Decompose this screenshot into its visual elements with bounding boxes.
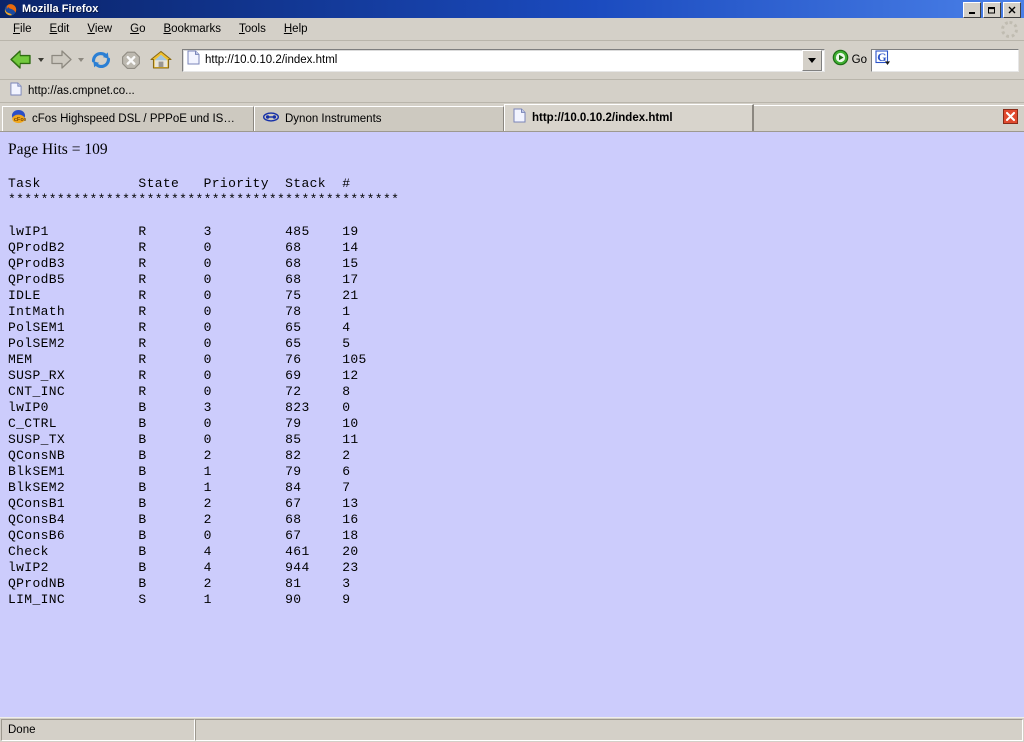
page-icon xyxy=(10,82,22,101)
menu-bar: File Edit View Go Bookmarks Tools Help xyxy=(0,18,1024,41)
status-bar-filler xyxy=(195,719,1023,741)
search-input[interactable]: G xyxy=(871,48,1019,72)
title-bar: Mozilla Firefox xyxy=(0,0,1024,18)
tab-index-html[interactable]: http://10.0.10.2/index.html xyxy=(504,104,754,131)
svg-text:cFos: cFos xyxy=(14,117,26,123)
address-bar[interactable]: http://10.0.10.2/index.html xyxy=(182,48,825,72)
back-dropdown-icon[interactable] xyxy=(36,44,46,76)
go-button[interactable]: Go xyxy=(828,49,871,71)
window-controls xyxy=(963,2,1021,18)
navigation-toolbar: http://10.0.10.2/index.html Go G xyxy=(0,41,1024,80)
status-text: Done xyxy=(8,724,36,736)
task-table-header: Task State Priority Stack # xyxy=(8,176,351,191)
address-dropdown-button[interactable] xyxy=(801,49,822,71)
minimize-button[interactable] xyxy=(963,2,981,18)
tab-bar-filler xyxy=(754,105,1024,131)
throbber-icon xyxy=(1001,21,1018,38)
go-arrow-icon xyxy=(832,49,849,71)
window-title: Mozilla Firefox xyxy=(22,3,99,15)
stop-button xyxy=(116,44,146,76)
firefox-logo-icon xyxy=(3,2,18,17)
tab-cfos[interactable]: cFos cFos Highspeed DSL / PPPoE und ISDN… xyxy=(2,106,254,131)
reload-button[interactable] xyxy=(86,44,116,76)
menu-bookmarks[interactable]: Bookmarks xyxy=(163,23,221,35)
task-table-body: lwIP1 R 3 485 19 QProdB2 R 0 68 14 QProd… xyxy=(8,224,367,607)
close-tab-icon[interactable] xyxy=(1003,109,1018,124)
close-button[interactable] xyxy=(1003,2,1021,18)
page-icon xyxy=(513,108,526,128)
task-table-spacer xyxy=(0,208,1024,224)
maximize-button[interactable] xyxy=(983,2,1001,18)
page-icon xyxy=(187,50,200,70)
google-g-icon[interactable]: G xyxy=(875,50,891,71)
back-button[interactable] xyxy=(6,44,36,76)
dynon-icon xyxy=(263,110,279,128)
tab-dynon[interactable]: Dynon Instruments xyxy=(254,106,504,131)
tab-bar: cFos cFos Highspeed DSL / PPPoE und ISDN… xyxy=(0,103,1024,132)
tab-label: Dynon Instruments xyxy=(285,113,382,125)
tab-label: http://10.0.10.2/index.html xyxy=(532,112,673,124)
status-bar: Done xyxy=(0,717,1024,742)
home-button[interactable] xyxy=(146,44,176,76)
address-bar-text: http://10.0.10.2/index.html xyxy=(205,54,338,66)
menu-view[interactable]: View xyxy=(87,23,113,35)
cfos-icon: cFos xyxy=(11,109,27,129)
menu-edit[interactable]: Edit xyxy=(49,23,70,35)
page-content: Page Hits = 109 Task State Priority Stac… xyxy=(0,132,1024,717)
menu-help[interactable]: Help xyxy=(283,23,308,35)
bookmarks-toolbar: http://as.cmpnet.co... xyxy=(0,80,1024,103)
menu-file[interactable]: File xyxy=(13,23,32,35)
menu-go[interactable]: Go xyxy=(130,23,146,35)
svg-text:G: G xyxy=(877,50,886,64)
forward-dropdown-icon xyxy=(76,44,86,76)
tab-label: cFos Highspeed DSL / PPPoE und ISDN CAP.… xyxy=(32,113,243,125)
menu-tools[interactable]: Tools xyxy=(239,23,266,35)
bookmark-label: http://as.cmpnet.co... xyxy=(28,85,135,97)
bookmark-item-0[interactable]: http://as.cmpnet.co... xyxy=(6,81,139,102)
forward-button xyxy=(46,44,76,76)
page-hits-label: Page Hits = 109 xyxy=(8,141,108,158)
status-panel: Done xyxy=(1,719,195,741)
task-table-separator: ****************************************… xyxy=(8,192,400,207)
go-label: Go xyxy=(851,54,867,66)
